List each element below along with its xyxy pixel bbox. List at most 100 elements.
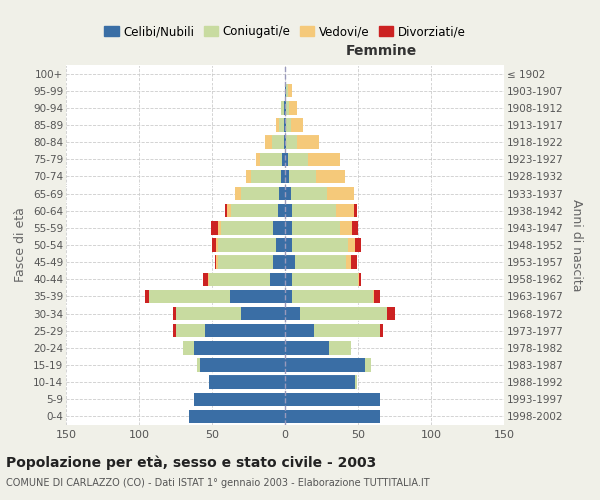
Bar xyxy=(285,84,288,98)
Bar xyxy=(285,410,380,423)
Bar xyxy=(285,84,292,98)
Bar xyxy=(208,272,285,286)
Bar xyxy=(285,410,380,423)
Bar xyxy=(285,307,395,320)
Bar xyxy=(217,256,285,269)
Bar xyxy=(194,392,285,406)
Bar xyxy=(285,238,355,252)
Bar xyxy=(285,101,286,114)
Bar xyxy=(285,272,292,286)
Bar xyxy=(209,376,285,389)
Y-axis label: Anni di nascita: Anni di nascita xyxy=(570,198,583,291)
Bar xyxy=(284,136,285,149)
Bar xyxy=(209,376,285,389)
Bar xyxy=(285,341,350,354)
Bar xyxy=(285,290,374,303)
Bar xyxy=(227,204,285,218)
Bar xyxy=(285,152,308,166)
Bar xyxy=(285,221,340,234)
Bar xyxy=(285,307,387,320)
Bar xyxy=(285,152,340,166)
Bar xyxy=(285,290,292,303)
Bar xyxy=(281,101,285,114)
Bar xyxy=(285,187,291,200)
Bar xyxy=(285,136,286,149)
Bar xyxy=(285,170,316,183)
Bar xyxy=(197,358,285,372)
Bar xyxy=(218,238,285,252)
Bar xyxy=(285,341,350,354)
Bar xyxy=(285,118,286,132)
Bar xyxy=(285,324,383,338)
Bar xyxy=(279,187,285,200)
Bar xyxy=(285,392,380,406)
Bar xyxy=(285,136,319,149)
Bar xyxy=(197,358,285,372)
Bar xyxy=(194,392,285,406)
Bar xyxy=(176,324,285,338)
Bar xyxy=(282,152,285,166)
Bar xyxy=(197,358,285,372)
Bar xyxy=(231,204,285,218)
Bar xyxy=(212,238,285,252)
Bar xyxy=(225,204,285,218)
Bar xyxy=(256,152,285,166)
Bar xyxy=(285,256,346,269)
Bar xyxy=(183,341,285,354)
Bar xyxy=(285,187,353,200)
Bar xyxy=(285,341,350,354)
Bar xyxy=(285,152,288,166)
Bar xyxy=(281,101,285,114)
Bar xyxy=(285,84,286,98)
Bar xyxy=(274,221,285,234)
Bar xyxy=(285,376,355,389)
Bar xyxy=(285,204,336,218)
Bar xyxy=(276,238,285,252)
Bar xyxy=(285,256,356,269)
Bar xyxy=(285,410,380,423)
Bar xyxy=(149,290,285,303)
Bar xyxy=(203,272,285,286)
Bar xyxy=(285,376,356,389)
Bar xyxy=(272,136,285,149)
Bar xyxy=(256,152,285,166)
Bar xyxy=(285,324,380,338)
Bar xyxy=(200,358,285,372)
Bar xyxy=(235,187,285,200)
Bar xyxy=(285,290,373,303)
Bar xyxy=(285,221,292,234)
Text: Femmine: Femmine xyxy=(346,44,417,58)
Bar xyxy=(285,358,371,372)
Bar xyxy=(265,136,285,149)
Bar xyxy=(285,324,314,338)
Bar xyxy=(285,256,350,269)
Bar xyxy=(285,152,340,166)
Bar xyxy=(209,376,285,389)
Bar xyxy=(278,204,285,218)
Bar xyxy=(285,324,380,338)
Bar xyxy=(145,290,285,303)
Bar xyxy=(285,358,371,372)
Bar xyxy=(271,272,285,286)
Bar xyxy=(285,118,302,132)
Bar xyxy=(285,238,348,252)
Bar xyxy=(285,187,353,200)
Bar xyxy=(265,136,285,149)
Bar xyxy=(285,238,292,252)
Bar xyxy=(285,307,387,320)
Text: COMUNE DI CARLAZZO (CO) - Dati ISTAT 1° gennaio 2003 - Elaborazione TUTTITALIA.I: COMUNE DI CARLAZZO (CO) - Dati ISTAT 1° … xyxy=(6,478,430,488)
Bar xyxy=(279,118,285,132)
Bar xyxy=(285,221,352,234)
Bar xyxy=(285,101,296,114)
Bar xyxy=(235,187,285,200)
Bar xyxy=(188,410,285,423)
Bar xyxy=(285,136,296,149)
Bar xyxy=(276,118,285,132)
Bar xyxy=(285,170,289,183)
Bar xyxy=(245,170,285,183)
Bar xyxy=(149,290,285,303)
Bar xyxy=(281,101,285,114)
Bar xyxy=(188,410,285,423)
Bar xyxy=(183,341,285,354)
Bar xyxy=(285,307,299,320)
